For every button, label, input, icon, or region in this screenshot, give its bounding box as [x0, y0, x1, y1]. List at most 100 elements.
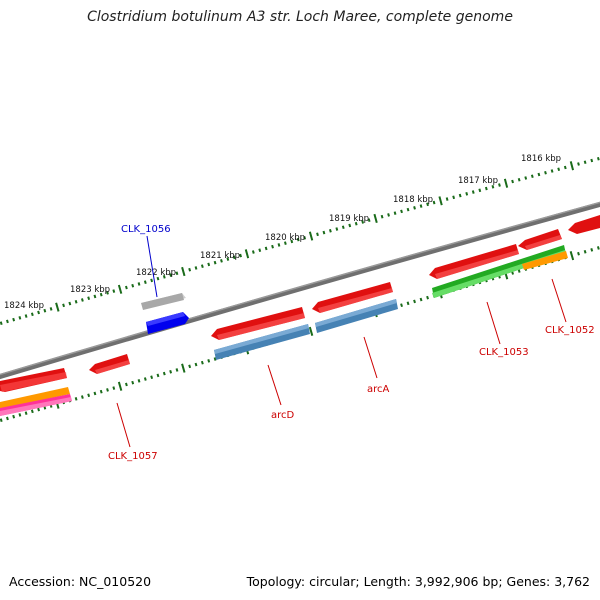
outer-ruler: [0, 156, 600, 326]
kbp-label-1824: 1824 kbp: [4, 301, 44, 311]
outer-ruler-minor-tick: [43, 308, 47, 313]
outer-ruler-minor-tick: [583, 160, 587, 165]
outer-ruler-minor-tick: [322, 230, 326, 235]
inner-ruler-minor-tick: [99, 389, 103, 394]
outer-ruler-minor-tick: [37, 310, 40, 315]
inner-ruler-minor-tick: [131, 380, 135, 385]
outer-ruler-minor-tick: [200, 264, 204, 268]
outer-ruler-minor-tick: [577, 162, 580, 166]
inner-ruler-minor-tick: [37, 407, 40, 412]
inner-ruler-minor-tick: [413, 299, 416, 304]
outer-ruler-minor-tick: [367, 218, 371, 222]
outer-ruler-minor-tick: [251, 250, 255, 254]
outer-ruler-minor-tick: [335, 227, 339, 231]
outer-ruler-minor-tick: [530, 174, 534, 179]
inner-ruler-major-tick: [308, 326, 314, 336]
outer-ruler-minor-tick: [361, 220, 365, 224]
cds-arrow-clk-1053: [429, 244, 519, 279]
outer-ruler-minor-tick: [80, 298, 84, 302]
inner-ruler-minor-tick: [406, 301, 410, 306]
cds-arrow-arcd: [211, 307, 305, 340]
outer-ruler-minor-tick: [557, 167, 561, 172]
inner-ruler-minor-tick: [419, 297, 423, 302]
inner-ruler-minor-tick: [43, 405, 47, 410]
outer-ruler-minor-tick: [271, 244, 274, 249]
outer-ruler-major-tick: [117, 284, 123, 294]
outer-ruler-minor-tick: [194, 266, 198, 270]
inner-ruler-minor-tick: [426, 295, 429, 300]
outer-ruler-major-tick: [569, 161, 575, 171]
outer-ruler-minor-tick: [478, 188, 482, 193]
kbp-label-1817: 1817 kbp: [458, 176, 498, 186]
inner-ruler-minor-tick: [175, 368, 179, 372]
outer-ruler-minor-tick: [112, 289, 116, 293]
outer-ruler-minor-tick: [290, 239, 294, 244]
outer-ruler-minor-tick: [93, 294, 97, 299]
inner-ruler-major-tick: [117, 381, 123, 391]
gene-label-clk-1053: CLK_1053: [479, 347, 529, 358]
kbp-label-1820: 1820 kbp: [265, 233, 305, 243]
outer-ruler-minor-tick: [18, 316, 22, 320]
gene-label-arca: arcA: [367, 384, 390, 395]
outer-ruler-minor-tick: [517, 177, 521, 182]
kbp-label-1821: 1821 kbp: [200, 251, 240, 261]
inner-ruler-minor-tick: [143, 377, 147, 381]
outer-ruler-minor-tick: [432, 200, 436, 205]
kbp-label-1823: 1823 kbp: [70, 285, 110, 295]
gene-bar-left-pink: [0, 394, 72, 416]
inner-ruler-major-tick: [569, 251, 575, 261]
outer-ruler-minor-tick: [563, 165, 567, 170]
outer-ruler-minor-tick: [452, 195, 456, 200]
outer-ruler-minor-tick: [328, 228, 332, 233]
outer-ruler-minor-tick: [213, 260, 217, 265]
inner-ruler-minor-tick: [93, 391, 97, 396]
inner-ruler-minor-tick: [124, 382, 128, 387]
outer-ruler-minor-tick: [458, 193, 462, 198]
outer-ruler-minor-tick: [380, 214, 384, 219]
cds-arrow-clk-1052: [518, 229, 562, 250]
outer-ruler-minor-tick: [150, 278, 154, 283]
outer-ruler-minor-tick: [220, 259, 223, 263]
inner-ruler-minor-tick: [150, 375, 154, 380]
outer-ruler-minor-tick: [491, 184, 495, 189]
kbp-label-1822: 1822 kbp: [136, 268, 176, 278]
outer-ruler-minor-tick: [12, 317, 16, 322]
inner-ruler-minor-tick: [590, 248, 594, 252]
inner-ruler-minor-tick: [18, 413, 22, 417]
cds-arrow-right: [568, 215, 600, 234]
inner-ruler-minor-tick: [80, 395, 84, 399]
outer-ruler-minor-tick: [387, 213, 390, 217]
outer-ruler-minor-tick: [207, 262, 211, 267]
inner-ruler-minor-tick: [200, 360, 204, 365]
leader-clk-1056: [146, 235, 158, 298]
inner-ruler-minor-tick: [577, 251, 580, 256]
outer-ruler-minor-tick: [341, 225, 345, 230]
outer-ruler-minor-tick: [62, 303, 65, 308]
gene-bar-left-orange: [0, 387, 70, 409]
inner-ruler-minor-tick: [6, 416, 9, 421]
outer-ruler-minor-tick: [354, 221, 358, 226]
outer-ruler-minor-tick: [175, 271, 179, 276]
outer-ruler-minor-tick: [484, 186, 488, 191]
gene-bar-clk-1052-orange: [522, 251, 568, 270]
inner-ruler-minor-tick: [24, 411, 28, 415]
gene-label-clk-1057: CLK_1057: [108, 451, 158, 462]
outer-ruler-minor-tick: [348, 223, 352, 228]
outer-ruler-minor-tick: [544, 170, 547, 175]
outer-ruler-minor-tick: [296, 237, 300, 242]
outer-ruler-minor-tick: [524, 176, 528, 180]
outer-ruler-major-tick: [438, 196, 443, 206]
outer-ruler-minor-tick: [131, 283, 135, 288]
inner-ruler-major-tick: [181, 363, 186, 373]
outer-ruler-major-tick: [373, 213, 378, 224]
outer-ruler-minor-tick: [226, 257, 230, 261]
outer-ruler-minor-tick: [537, 172, 541, 177]
outer-ruler-major-tick: [181, 266, 186, 277]
outer-ruler-minor-tick: [413, 206, 416, 210]
inner-ruler-minor-tick: [87, 393, 91, 398]
outer-ruler-minor-tick: [550, 169, 554, 173]
cds-arrow-left: [0, 368, 67, 392]
inner-ruler-minor-tick: [596, 246, 600, 250]
outer-ruler-minor-tick: [232, 255, 236, 260]
outer-ruler-minor-tick: [400, 209, 403, 214]
